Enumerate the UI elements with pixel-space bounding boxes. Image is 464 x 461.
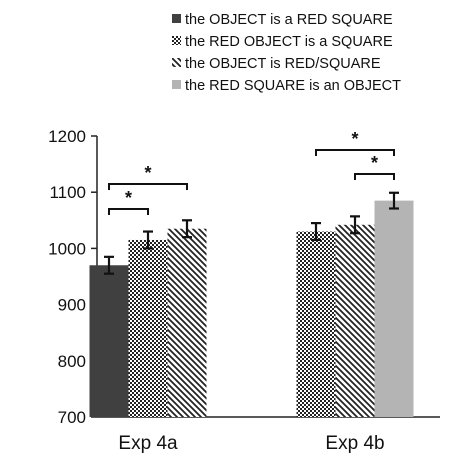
bar <box>374 200 414 417</box>
legend-swatch <box>172 80 181 89</box>
significance-star: * <box>351 129 358 149</box>
significance-bracket <box>354 173 395 180</box>
y-tick-label: 900 <box>58 296 86 315</box>
significance-bracket <box>108 208 149 215</box>
y-tick-label: 700 <box>58 408 86 427</box>
x-axis-categories: Exp 4a Exp 4b <box>118 433 384 454</box>
bar <box>89 265 129 417</box>
bar <box>128 239 168 417</box>
x-category-label: Exp 4a <box>118 433 178 454</box>
y-tick-label: 800 <box>58 352 86 371</box>
legend-swatch <box>172 36 181 45</box>
legend-label: the OBJECT is RED/SQUARE <box>185 56 381 72</box>
legend: the OBJECT is a RED SQUARE the RED OBJECT… <box>172 12 401 94</box>
y-tick-label: 1200 <box>48 127 86 146</box>
significance-star: * <box>144 163 151 183</box>
significance-star: * <box>125 188 132 208</box>
significance-star: * <box>371 153 378 173</box>
y-tick-label: 1000 <box>48 239 86 258</box>
legend-swatch <box>172 14 181 23</box>
x-category-label: Exp 4b <box>325 433 384 454</box>
error-bars-group <box>104 191 399 275</box>
bar <box>335 224 375 417</box>
legend-swatch <box>172 58 181 67</box>
legend-label: the RED SQUARE is an OBJECT <box>185 78 401 94</box>
significance-bracket <box>108 183 188 190</box>
y-tick-label: 1100 <box>49 183 86 202</box>
bar <box>167 228 207 417</box>
significance-brackets: * * * * <box>108 129 395 215</box>
legend-label: the RED OBJECT is a SQUARE <box>185 34 393 50</box>
legend-label: the OBJECT is a RED SQUARE <box>185 12 393 28</box>
bars-group <box>89 200 414 417</box>
bar <box>296 231 336 417</box>
significance-bracket <box>315 149 395 156</box>
